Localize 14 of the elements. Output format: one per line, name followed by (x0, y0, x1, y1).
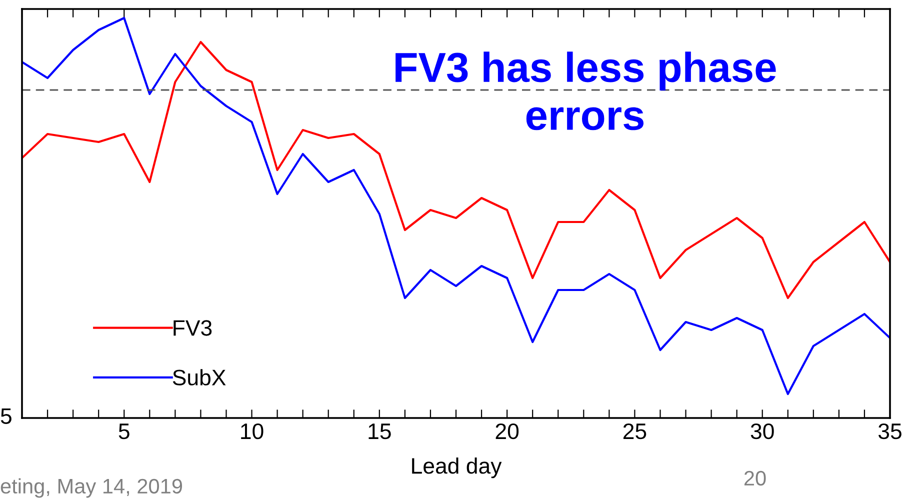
x-tick-label: 35 (878, 423, 902, 440)
text: eting, May 14, 2019 (0, 478, 182, 498)
x-tick-label: 25 (623, 423, 646, 440)
text: 20 (744, 470, 766, 486)
x-tick-label: 20 (496, 423, 519, 440)
annotation: FV3 has less phase errors (396, 52, 776, 130)
legend-label: SubX (172, 369, 226, 386)
x-tick-label: 15 (368, 424, 391, 440)
text: 5 (0, 408, 12, 424)
x-tick-label: 10 (241, 423, 264, 440)
x-tick-label: 5 (118, 424, 130, 440)
legend-label: FV3 (174, 320, 212, 336)
x-tick-label: 30 (750, 423, 774, 440)
x-axis-title: Lead day (412, 457, 502, 478)
